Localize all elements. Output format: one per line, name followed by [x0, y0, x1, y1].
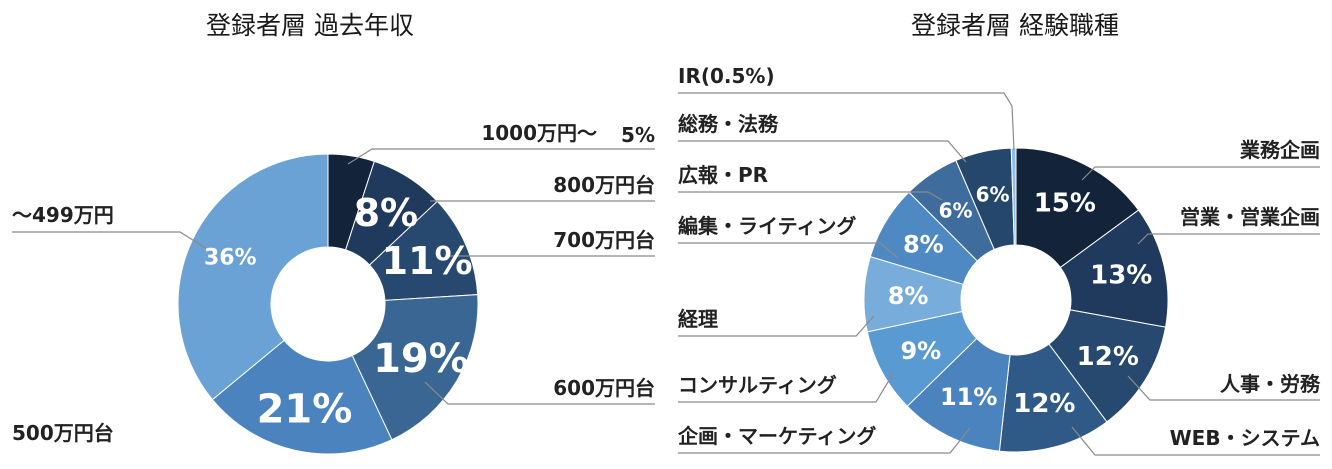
chart1-category-label-9: 総務・法務 — [678, 112, 779, 136]
chart0-value-label-1: 8% — [354, 191, 419, 235]
chart1-leader-line-8 — [678, 191, 943, 201]
chart1-slice-2 — [1048, 309, 1167, 423]
chart1-leader-line-2 — [1127, 375, 1320, 401]
chart1-category-label-5: コンサルティング — [678, 373, 837, 397]
chart-occupation-title: 登録者層 経験職種 — [911, 11, 1119, 40]
chart0-value-label-4: 21% — [257, 386, 353, 432]
chart0-category-label-2: 700万円台 — [553, 228, 655, 252]
chart1-value-label-1: 13% — [1090, 261, 1152, 291]
chart1-leader-line-3 — [1071, 426, 1320, 456]
chart1-value-label-5: 9% — [900, 337, 941, 365]
chart-income-leaders — [12, 148, 655, 405]
chart1-leader-line-4 — [678, 427, 971, 454]
chart1-category-label-8: 広報・PR — [678, 163, 768, 187]
chart1-value-label-8: 6% — [939, 198, 973, 222]
chart0-leader-line-3 — [424, 381, 655, 405]
chart-income-category-labels: 1000万円～ 800万円台 700万円台 600万円台 500万円台 ～499万円 5% — [12, 121, 655, 445]
chart1-category-label-3: WEB・システム — [1170, 426, 1320, 450]
chart1-value-label-9: 6% — [976, 183, 1010, 207]
chart0-value-label-3: 19% — [373, 336, 469, 382]
chart0-slice-5 — [177, 153, 329, 401]
chart1-category-label-10: IR(0.5%) — [678, 64, 775, 88]
chart1-leader-line-0 — [1081, 166, 1320, 181]
chart1-leader-line-1 — [1137, 233, 1320, 245]
chart0-category-label-3: 600万円台 — [553, 376, 655, 400]
chart-income-title: 登録者層 過去年収 — [206, 11, 414, 40]
chart0-value-label-2: 11% — [382, 239, 473, 283]
chart1-category-label-0: 業務企画 — [1240, 138, 1320, 162]
chart0-category-label-5: ～499万円 — [12, 203, 114, 227]
chart1-value-label-7: 8% — [903, 231, 944, 259]
chart1-category-label-4: 企画・マーケティング — [677, 424, 876, 448]
chart1-category-label-6: 経理 — [678, 307, 718, 331]
chart1-slice-0 — [1015, 147, 1140, 269]
chart1-value-label-4: 11% — [940, 383, 997, 411]
chart0-value-label-5: 36% — [204, 246, 257, 271]
chart1-value-label-0: 15% — [1034, 189, 1096, 219]
chart1-value-label-3: 12% — [1013, 389, 1075, 419]
chart0-leader-line-5 — [12, 231, 213, 253]
chart1-leader-line-9 — [678, 140, 967, 163]
chart0-slice-3 — [351, 294, 479, 441]
chart1-leader-line-5 — [678, 371, 895, 403]
chart0-category-label-1: 800万円台 — [553, 173, 655, 197]
chart1-leader-line-7 — [678, 242, 899, 259]
chart-occupation-value-labels: 15% 13% 12%12% 11% 9% 8% 8% 6%6% — [888, 183, 1153, 420]
chart1-category-label-2: 人事・労務 — [1220, 372, 1321, 396]
chart-income-slices — [177, 153, 479, 455]
chart0-leader-line-0 — [347, 148, 655, 165]
chart1-leader-line-6 — [678, 315, 875, 337]
chart1-leader-line-10 — [678, 92, 1015, 151]
chart1-category-label-1: 営業・営業企画 — [1180, 205, 1320, 229]
chart0-category-label-4: 500万円台 — [12, 421, 114, 445]
chart0-value-label-0-outside: 5% — [621, 123, 655, 147]
chart-income: 登録者層 過去年収 8%11% 19% 21% 36% 1000万円～ 800万円台 70… — [12, 11, 655, 455]
chart-occupation-slices — [863, 147, 1169, 453]
chart1-value-label-6: 8% — [888, 282, 929, 310]
chart1-category-label-7: 編集・ライティング — [678, 214, 856, 238]
chart1-slice-1 — [1059, 209, 1169, 328]
chart-occupation-leaders — [678, 92, 1320, 456]
chart1-slice-10 — [1010, 147, 1017, 246]
chart0-slice-4 — [211, 339, 393, 455]
chart0-category-label-0: 1000万円～ — [481, 121, 597, 145]
chart-income-value-labels: 8%11% 19% 21% 36% — [204, 191, 473, 433]
chart-occupation: 登録者層 経験職種 15% 13% 12%12% 11% 9% 8% 8% 6%6% 業務企画… — [677, 11, 1321, 456]
chart1-value-label-2: 12% — [1077, 342, 1139, 372]
